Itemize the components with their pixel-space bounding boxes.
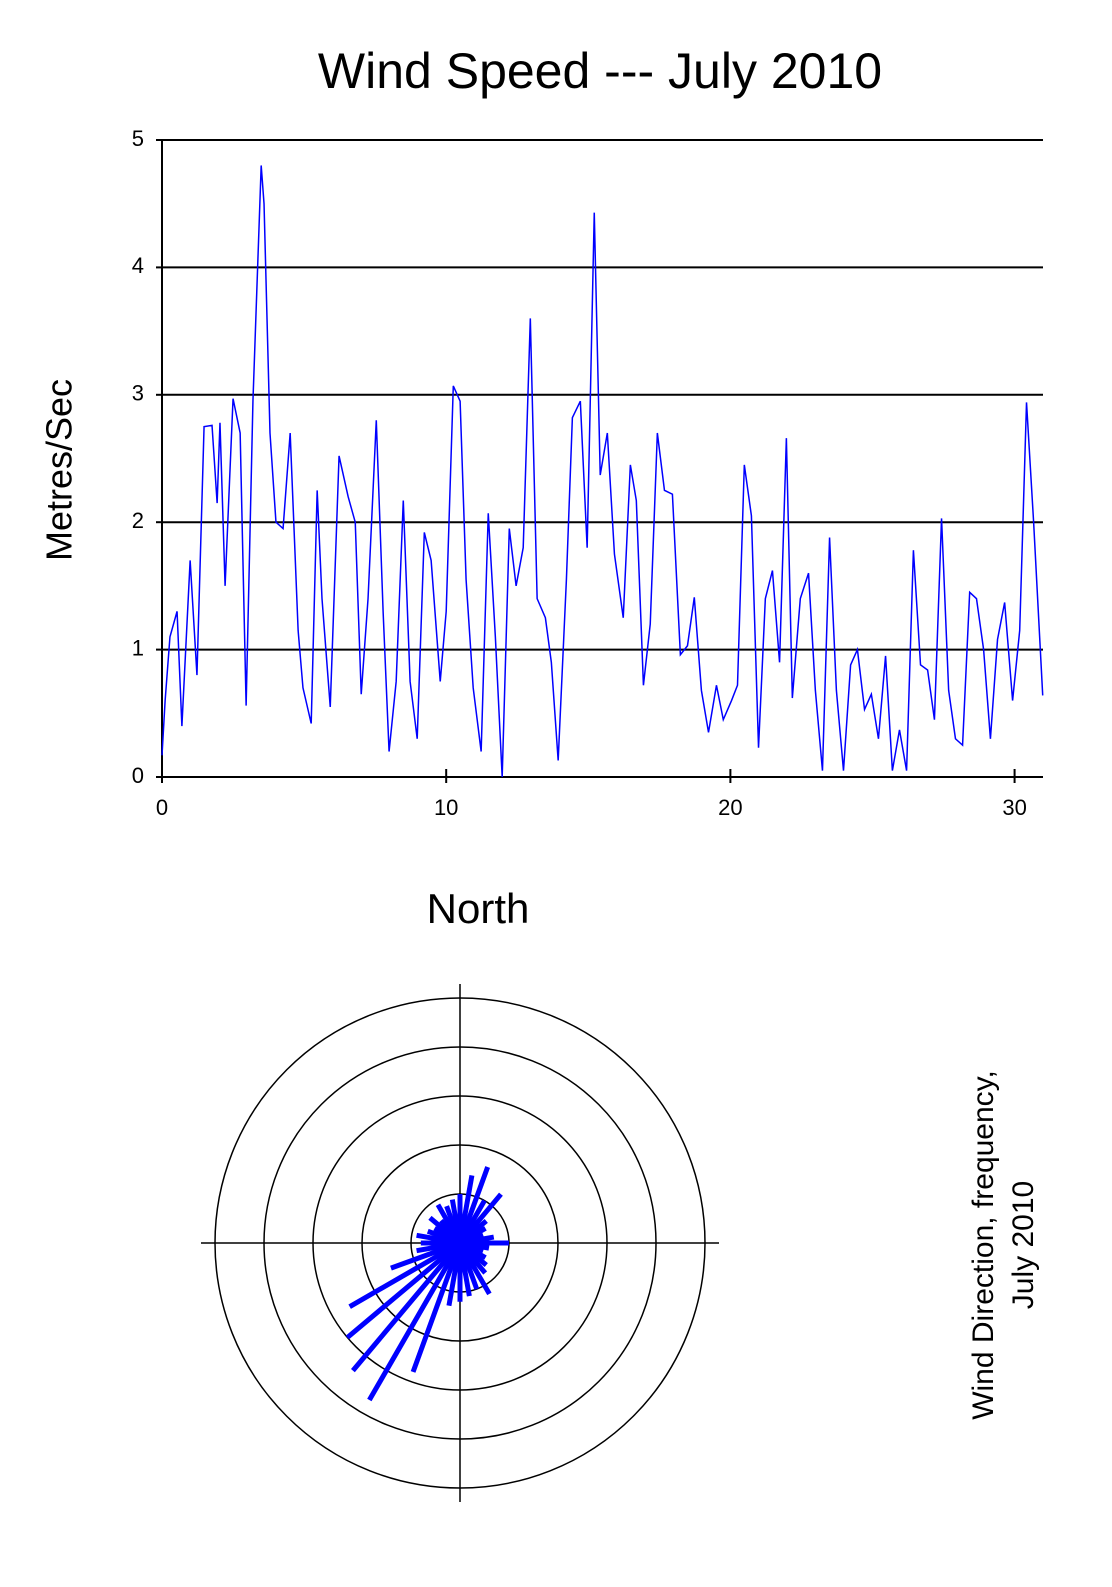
chart-title: Wind Speed --- July 2010 [318, 43, 882, 99]
y-tick-label: 0 [132, 763, 144, 788]
x-tick-label: 10 [434, 795, 458, 820]
spoke [367, 1241, 463, 1402]
ring [312, 1095, 608, 1391]
spoke [350, 1241, 462, 1373]
y-tick-label: 3 [132, 381, 144, 406]
y-tick-label: 1 [132, 635, 144, 660]
ring [361, 1144, 559, 1342]
data-line [161, 165, 1044, 778]
x-tick-label: 20 [718, 795, 742, 820]
ring [263, 1046, 657, 1440]
y-axis-label: Metres/Sec [39, 379, 80, 561]
spoke [410, 1242, 463, 1373]
rose-label: July 2010 [1007, 1181, 1040, 1309]
spoke [345, 1241, 462, 1340]
rose-title: North [427, 885, 530, 932]
spoke [449, 1199, 463, 1244]
spoke [348, 1240, 462, 1309]
x-tick-label: 30 [1002, 795, 1026, 820]
x-tick-label: 0 [156, 795, 168, 820]
y-tick-label: 5 [132, 126, 144, 151]
rose-label: Wind Direction, frequency, [967, 1070, 1000, 1420]
y-tick-label: 4 [132, 253, 144, 278]
y-tick-label: 2 [132, 508, 144, 533]
ring [214, 997, 706, 1489]
